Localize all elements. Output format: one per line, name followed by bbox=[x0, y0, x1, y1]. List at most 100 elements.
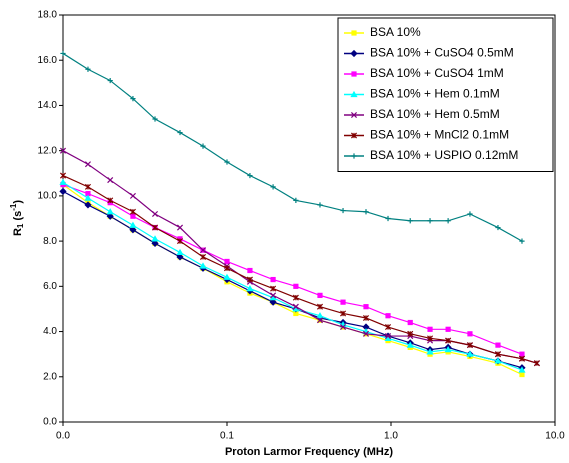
y-title-sub: 1 bbox=[16, 223, 25, 228]
marker bbox=[59, 172, 67, 179]
marker bbox=[533, 360, 540, 367]
legend-label: BSA 10% + Hem 0.5mM bbox=[370, 107, 500, 121]
legend-label: BSA 10% bbox=[370, 25, 421, 39]
marker bbox=[467, 211, 473, 217]
legend: BSA 10% BSA 10% + CuSO4 0.5mM BSA 10% + Cu… bbox=[337, 17, 554, 172]
marker bbox=[129, 192, 136, 199]
marker bbox=[270, 184, 276, 190]
plot-frame bbox=[62, 14, 556, 423]
y-tick-label: 16.0 bbox=[38, 55, 58, 66]
marker bbox=[247, 172, 253, 179]
marker bbox=[130, 96, 136, 102]
y-title-unit: (s bbox=[12, 211, 24, 224]
y-tick-label: 2.0 bbox=[43, 371, 57, 382]
marker bbox=[495, 224, 501, 231]
marker bbox=[85, 66, 91, 72]
marker bbox=[362, 323, 370, 331]
marker bbox=[316, 317, 324, 324]
marker bbox=[494, 357, 502, 364]
marker bbox=[518, 355, 526, 362]
marker bbox=[363, 304, 369, 310]
y-tick-label: 6.0 bbox=[43, 281, 57, 292]
marker bbox=[466, 342, 473, 349]
marker bbox=[519, 238, 525, 244]
marker bbox=[519, 351, 525, 357]
x-tick-label: 1.0 bbox=[384, 431, 398, 442]
x-tick-label: 0.0 bbox=[56, 431, 70, 442]
legend-marker bbox=[350, 132, 358, 139]
marker bbox=[466, 350, 474, 357]
y-tick-label: 14.0 bbox=[38, 100, 58, 111]
marker bbox=[107, 177, 114, 184]
legend-marker bbox=[351, 30, 357, 36]
marker bbox=[270, 292, 277, 299]
marker bbox=[292, 294, 299, 301]
marker bbox=[199, 253, 207, 260]
marker bbox=[246, 284, 254, 292]
marker bbox=[317, 202, 323, 208]
marker bbox=[384, 334, 392, 341]
x-tick-label: 10.0 bbox=[545, 431, 565, 442]
marker bbox=[129, 221, 137, 228]
marker bbox=[176, 224, 184, 231]
marker bbox=[362, 314, 370, 322]
marker bbox=[84, 183, 91, 190]
x-axis-title: Proton Larmor Frequency (MHz) bbox=[225, 446, 393, 458]
marker bbox=[340, 207, 346, 214]
marker bbox=[199, 262, 207, 269]
marker bbox=[247, 267, 253, 274]
y-tick-label: 10.0 bbox=[38, 191, 58, 202]
legend-marker bbox=[350, 90, 358, 98]
marker bbox=[467, 331, 473, 337]
marker bbox=[59, 178, 67, 185]
legend-marker bbox=[351, 71, 357, 77]
marker bbox=[151, 235, 159, 242]
legend-marker bbox=[350, 49, 358, 58]
marker bbox=[518, 366, 526, 373]
marker bbox=[407, 218, 413, 224]
marker bbox=[362, 330, 370, 337]
marker bbox=[60, 50, 66, 57]
marker bbox=[363, 209, 369, 215]
marker bbox=[340, 324, 347, 331]
marker bbox=[176, 248, 184, 256]
marker bbox=[293, 283, 299, 289]
legend-label: BSA 10% + Hem 0.1mM bbox=[370, 87, 500, 101]
marker bbox=[59, 147, 67, 154]
x-tick-label: 0.1 bbox=[220, 431, 234, 442]
marker bbox=[426, 348, 434, 355]
marker bbox=[385, 215, 391, 222]
marker bbox=[269, 294, 277, 301]
marker bbox=[151, 224, 159, 231]
marker bbox=[445, 337, 452, 344]
y-axis-title: R1 (s-1) bbox=[9, 200, 25, 236]
legend-marker bbox=[350, 111, 358, 119]
marker bbox=[200, 143, 206, 149]
marker bbox=[519, 371, 525, 378]
marker bbox=[316, 312, 324, 319]
marker bbox=[495, 342, 501, 348]
marker bbox=[106, 212, 114, 220]
marker bbox=[151, 210, 159, 218]
marker bbox=[427, 335, 434, 342]
marker bbox=[107, 77, 113, 84]
marker bbox=[223, 273, 231, 280]
marker bbox=[246, 276, 253, 283]
legend-box bbox=[337, 17, 554, 172]
marker bbox=[316, 303, 324, 310]
marker bbox=[292, 303, 299, 310]
y-title-sup: -1 bbox=[9, 203, 18, 211]
marker bbox=[177, 129, 183, 136]
marker bbox=[176, 253, 184, 261]
marker bbox=[445, 326, 451, 332]
marker bbox=[199, 247, 207, 254]
marker bbox=[340, 299, 346, 305]
marker bbox=[152, 116, 158, 122]
marker bbox=[293, 310, 299, 317]
marker bbox=[84, 161, 91, 168]
marker bbox=[384, 324, 392, 331]
marker bbox=[85, 191, 91, 197]
marker bbox=[494, 351, 501, 358]
marker bbox=[406, 341, 414, 348]
